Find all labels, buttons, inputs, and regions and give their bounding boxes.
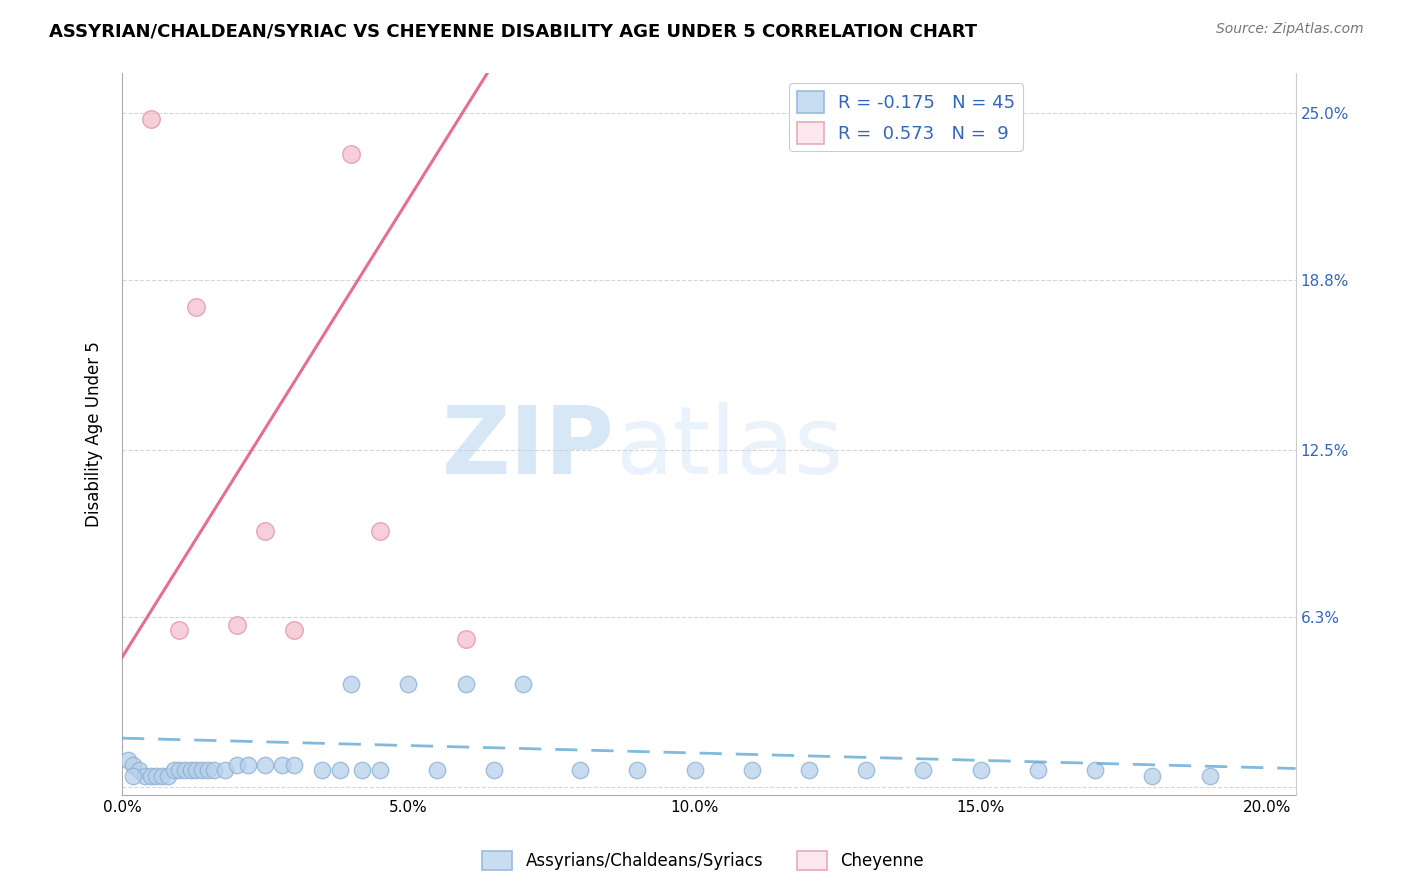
- Point: [912, 764, 935, 778]
- Point: [122, 758, 145, 772]
- Point: [1142, 769, 1164, 783]
- Point: [145, 769, 167, 783]
- Point: [214, 764, 236, 778]
- Point: [512, 677, 534, 691]
- Point: [340, 677, 363, 691]
- Point: [970, 764, 993, 778]
- Point: [169, 764, 191, 778]
- Legend: Assyrians/Chaldeans/Syriacs, Cheyenne: Assyrians/Chaldeans/Syriacs, Cheyenne: [475, 844, 931, 877]
- Point: [180, 764, 202, 778]
- Point: [329, 764, 352, 778]
- Point: [122, 769, 145, 783]
- Y-axis label: Disability Age Under 5: Disability Age Under 5: [86, 341, 103, 527]
- Point: [128, 764, 150, 778]
- Text: ZIP: ZIP: [441, 402, 614, 494]
- Point: [396, 677, 419, 691]
- Point: [139, 112, 162, 126]
- Point: [482, 764, 505, 778]
- Point: [454, 632, 477, 646]
- Text: Source: ZipAtlas.com: Source: ZipAtlas.com: [1216, 22, 1364, 37]
- Text: atlas: atlas: [614, 402, 844, 494]
- Point: [352, 764, 374, 778]
- Point: [283, 758, 305, 772]
- Point: [368, 764, 391, 778]
- Point: [426, 764, 449, 778]
- Point: [626, 764, 648, 778]
- Point: [169, 624, 191, 638]
- Point: [186, 300, 208, 314]
- Point: [197, 764, 219, 778]
- Point: [368, 524, 391, 538]
- Point: [186, 764, 208, 778]
- Point: [797, 764, 820, 778]
- Point: [340, 146, 363, 161]
- Point: [225, 758, 247, 772]
- Point: [162, 764, 184, 778]
- Point: [236, 758, 259, 772]
- Point: [311, 764, 333, 778]
- Legend: R = -0.175   N = 45, R =  0.573   N =  9: R = -0.175 N = 45, R = 0.573 N = 9: [789, 84, 1022, 151]
- Point: [569, 764, 592, 778]
- Point: [117, 753, 139, 767]
- Point: [254, 758, 277, 772]
- Point: [225, 618, 247, 632]
- Point: [283, 624, 305, 638]
- Point: [741, 764, 763, 778]
- Point: [139, 769, 162, 783]
- Point: [683, 764, 706, 778]
- Point: [1198, 769, 1220, 783]
- Point: [191, 764, 214, 778]
- Point: [150, 769, 173, 783]
- Text: ASSYRIAN/CHALDEAN/SYRIAC VS CHEYENNE DISABILITY AGE UNDER 5 CORRELATION CHART: ASSYRIAN/CHALDEAN/SYRIAC VS CHEYENNE DIS…: [49, 22, 977, 40]
- Point: [134, 769, 156, 783]
- Point: [1084, 764, 1107, 778]
- Point: [1026, 764, 1049, 778]
- Point: [254, 524, 277, 538]
- Point: [271, 758, 294, 772]
- Point: [156, 769, 179, 783]
- Point: [454, 677, 477, 691]
- Point: [855, 764, 877, 778]
- Point: [174, 764, 197, 778]
- Point: [202, 764, 225, 778]
